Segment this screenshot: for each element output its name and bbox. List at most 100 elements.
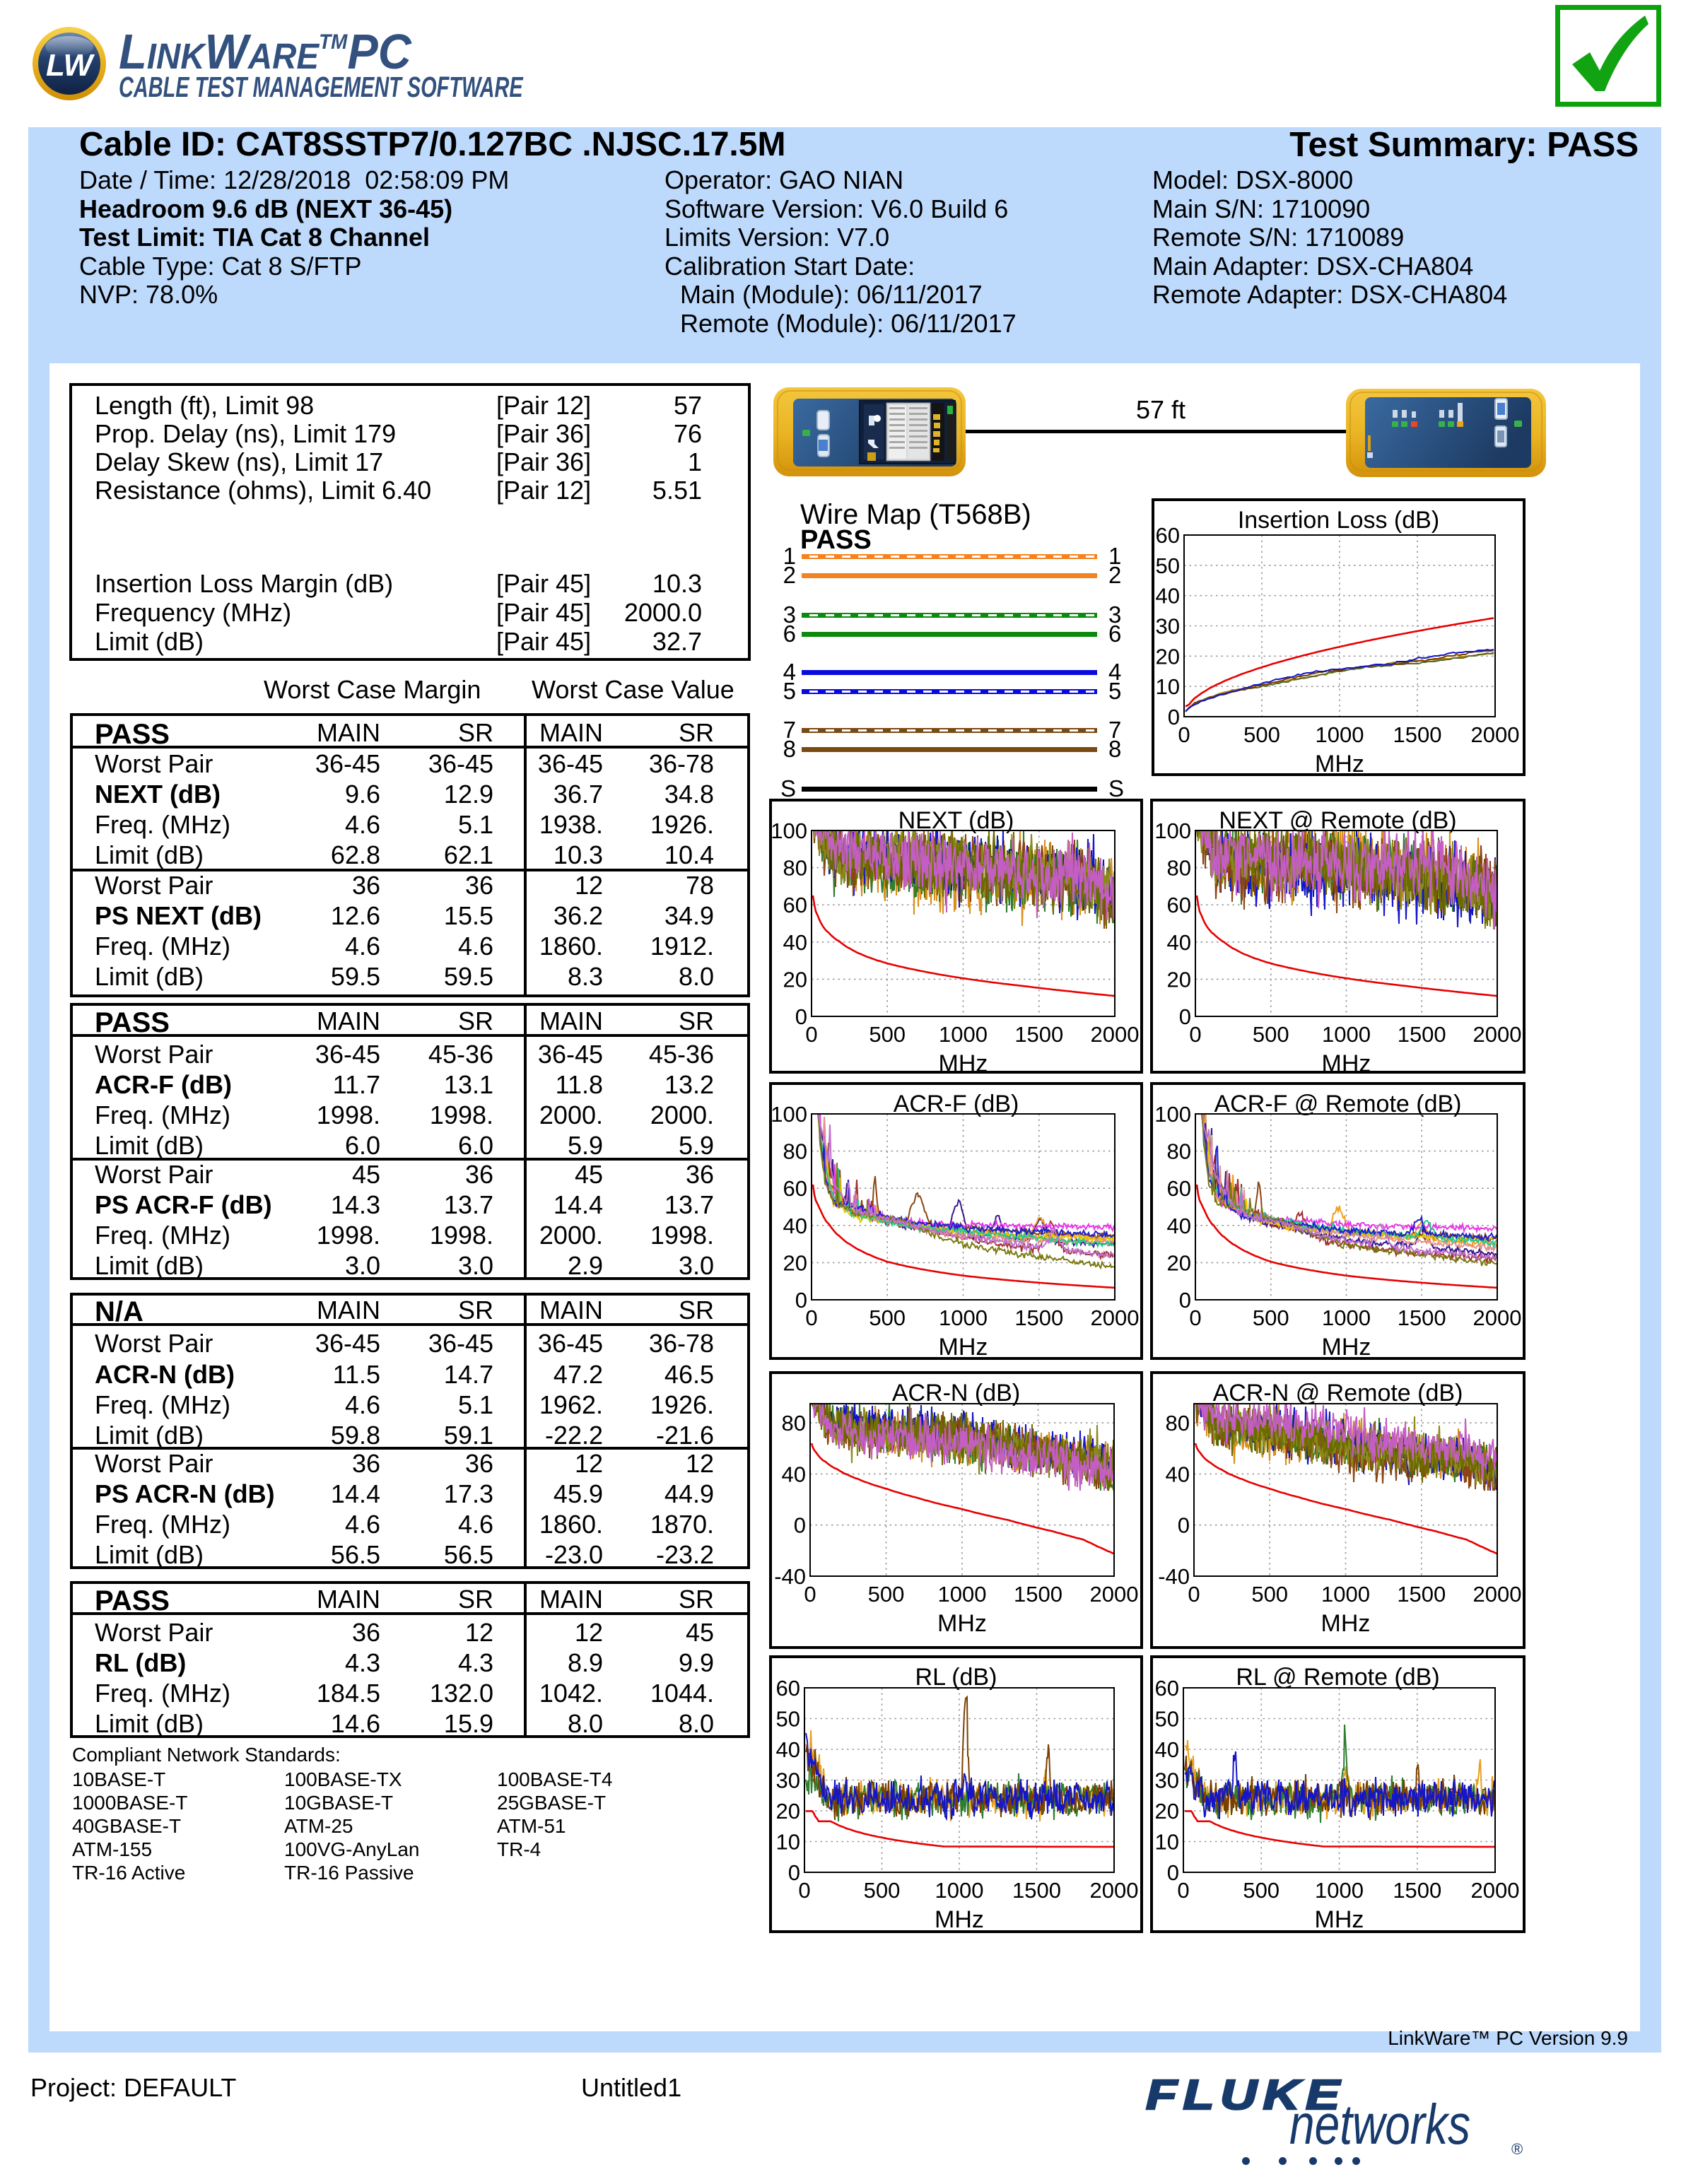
svg-text:1000: 1000 — [1315, 1878, 1364, 1903]
svg-text:2000: 2000 — [1473, 1305, 1522, 1330]
svg-text:0: 0 — [1179, 1004, 1191, 1029]
svg-text:20: 20 — [783, 1250, 807, 1275]
svg-text:1500: 1500 — [1397, 1582, 1446, 1607]
svg-text:60: 60 — [783, 893, 807, 917]
svg-text:MHz: MHz — [939, 1050, 988, 1074]
svg-text:40: 40 — [783, 930, 807, 955]
svg-text:1500: 1500 — [1398, 1305, 1446, 1330]
svg-text:60: 60 — [1167, 1176, 1191, 1201]
svg-text:0: 0 — [1167, 1860, 1179, 1885]
svg-text:2000: 2000 — [1090, 1582, 1139, 1607]
svg-text:500: 500 — [1253, 1305, 1289, 1330]
svg-text:40: 40 — [1155, 1737, 1179, 1762]
svg-text:ACR-F @ Remote (dB): ACR-F @ Remote (dB) — [1214, 1091, 1461, 1117]
svg-text:RL (dB): RL (dB) — [915, 1664, 997, 1691]
svg-text:-40: -40 — [774, 1564, 806, 1589]
svg-text:ACR-N @ Remote (dB): ACR-N @ Remote (dB) — [1213, 1380, 1463, 1407]
svg-text:2000: 2000 — [1473, 1022, 1522, 1047]
svg-text:0: 0 — [1179, 1288, 1191, 1313]
svg-text:ACR-F (dB): ACR-F (dB) — [894, 1091, 1019, 1117]
svg-text:50: 50 — [1155, 1707, 1179, 1732]
svg-text:20: 20 — [1155, 1799, 1179, 1824]
svg-text:500: 500 — [869, 1022, 906, 1047]
svg-text:60: 60 — [1167, 893, 1191, 917]
svg-text:MHz: MHz — [1315, 751, 1364, 776]
svg-text:20: 20 — [776, 1799, 800, 1824]
svg-text:RL @ Remote (dB): RL @ Remote (dB) — [1236, 1664, 1439, 1691]
svg-text:0: 0 — [805, 1022, 817, 1047]
svg-text:0: 0 — [794, 1513, 806, 1538]
svg-text:0: 0 — [1188, 1582, 1200, 1607]
svg-text:1500: 1500 — [1393, 1878, 1441, 1903]
svg-text:Insertion Loss (dB): Insertion Loss (dB) — [1238, 507, 1439, 534]
svg-text:40: 40 — [1167, 930, 1191, 955]
svg-text:1000: 1000 — [1321, 1582, 1370, 1607]
svg-text:60: 60 — [1156, 523, 1180, 548]
svg-text:1500: 1500 — [1393, 722, 1442, 747]
svg-text:0: 0 — [1168, 705, 1180, 729]
svg-text:30: 30 — [1156, 614, 1180, 639]
svg-text:MHz: MHz — [935, 1906, 984, 1933]
svg-text:500: 500 — [1253, 1022, 1289, 1047]
svg-text:40: 40 — [1166, 1462, 1190, 1486]
svg-text:MHz: MHz — [939, 1334, 988, 1360]
svg-text:2000: 2000 — [1473, 1582, 1522, 1607]
svg-text:100: 100 — [771, 1102, 807, 1127]
svg-text:100: 100 — [1154, 818, 1191, 843]
svg-text:100: 100 — [771, 818, 807, 843]
svg-text:50: 50 — [1156, 553, 1180, 578]
svg-text:30: 30 — [776, 1768, 800, 1793]
svg-text:2000: 2000 — [1091, 1022, 1140, 1047]
svg-text:60: 60 — [776, 1676, 800, 1701]
svg-text:10: 10 — [1155, 1830, 1179, 1855]
svg-text:0: 0 — [1189, 1022, 1201, 1047]
svg-text:1500: 1500 — [1014, 1022, 1063, 1047]
svg-text:MHz: MHz — [1321, 1610, 1371, 1637]
svg-text:MHz: MHz — [1322, 1050, 1371, 1074]
svg-text:20: 20 — [1167, 1250, 1191, 1275]
svg-text:60: 60 — [783, 1176, 807, 1201]
svg-text:0: 0 — [798, 1878, 810, 1903]
svg-text:ACR-N (dB): ACR-N (dB) — [892, 1380, 1020, 1407]
svg-text:MHz: MHz — [1322, 1334, 1371, 1360]
svg-text:2000: 2000 — [1090, 1878, 1139, 1903]
svg-text:1500: 1500 — [1012, 1878, 1061, 1903]
svg-text:500: 500 — [1243, 722, 1280, 747]
svg-text:80: 80 — [783, 1139, 807, 1164]
svg-text:500: 500 — [868, 1582, 905, 1607]
svg-text:500: 500 — [864, 1878, 901, 1903]
svg-text:1000: 1000 — [1322, 1022, 1371, 1047]
svg-text:1500: 1500 — [1014, 1305, 1063, 1330]
svg-text:1000: 1000 — [1316, 722, 1364, 747]
svg-text:80: 80 — [782, 1411, 806, 1436]
svg-text:NEXT @ Remote (dB): NEXT @ Remote (dB) — [1219, 807, 1456, 834]
svg-text:20: 20 — [783, 967, 807, 992]
svg-text:NEXT (dB): NEXT (dB) — [898, 807, 1014, 834]
svg-text:LW: LW — [46, 48, 95, 83]
svg-text:40: 40 — [1167, 1214, 1191, 1238]
svg-text:-40: -40 — [1158, 1564, 1190, 1589]
svg-text:0: 0 — [1177, 1878, 1189, 1903]
svg-text:MHz: MHz — [937, 1610, 987, 1637]
svg-text:1000: 1000 — [1322, 1305, 1371, 1330]
svg-text:40: 40 — [1156, 584, 1180, 609]
svg-text:20: 20 — [1156, 644, 1180, 669]
svg-text:0: 0 — [805, 1305, 817, 1330]
svg-text:1000: 1000 — [939, 1022, 988, 1047]
svg-text:10: 10 — [776, 1830, 800, 1855]
svg-text:500: 500 — [1243, 1878, 1280, 1903]
svg-text:500: 500 — [1251, 1582, 1288, 1607]
svg-text:80: 80 — [1167, 856, 1191, 881]
svg-text:0: 0 — [804, 1582, 816, 1607]
svg-text:1000: 1000 — [935, 1878, 984, 1903]
svg-text:2000: 2000 — [1471, 722, 1520, 747]
svg-text:10: 10 — [1156, 674, 1180, 699]
svg-text:80: 80 — [1167, 1139, 1191, 1164]
svg-text:20: 20 — [1167, 967, 1191, 992]
svg-text:80: 80 — [783, 856, 807, 881]
svg-text:40: 40 — [776, 1737, 800, 1762]
svg-text:500: 500 — [869, 1305, 906, 1330]
svg-text:50: 50 — [776, 1707, 800, 1732]
svg-text:1000: 1000 — [938, 1582, 987, 1607]
svg-text:0: 0 — [788, 1860, 800, 1885]
